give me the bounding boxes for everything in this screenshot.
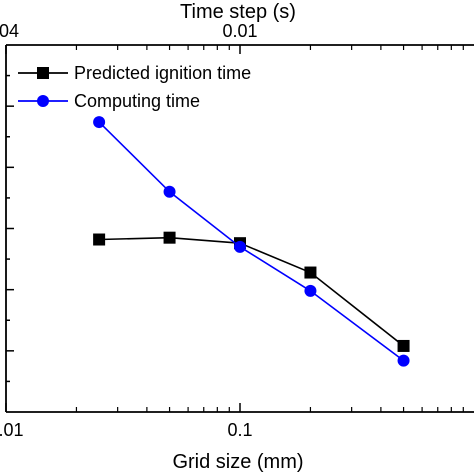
- data-point-computing: [163, 185, 176, 198]
- legend-label-computing: Computing time: [74, 91, 200, 111]
- data-point-computing: [304, 284, 317, 297]
- data-point-computing: [397, 354, 410, 367]
- data-point-predicted: [304, 266, 317, 279]
- legend-marker-predicted: [37, 67, 49, 79]
- data-point-predicted: [93, 233, 106, 246]
- series-line-computing: [98, 121, 405, 362]
- top-tick-label: -04: [0, 21, 19, 41]
- legend-marker-computing: [37, 95, 49, 107]
- data-point-computing: [234, 240, 246, 253]
- top-axis-title: Time step (s): [180, 1, 296, 23]
- data-point-computing: [93, 116, 106, 129]
- series-layer: [93, 116, 410, 367]
- x-tick-label: 0.1: [227, 420, 252, 440]
- x-tick-label: 0.01: [0, 420, 24, 440]
- data-point-predicted: [397, 339, 410, 352]
- x-axis-title: Grid size (mm): [172, 451, 303, 473]
- legend-label-predicted: Predicted ignition time: [74, 63, 251, 83]
- axes: 0.01 0.1 -04 0.01: [0, 21, 474, 440]
- top-tick-label: 0.01: [222, 21, 257, 41]
- legend: Predicted ignition time Computing time: [18, 63, 251, 111]
- data-point-predicted: [163, 231, 176, 244]
